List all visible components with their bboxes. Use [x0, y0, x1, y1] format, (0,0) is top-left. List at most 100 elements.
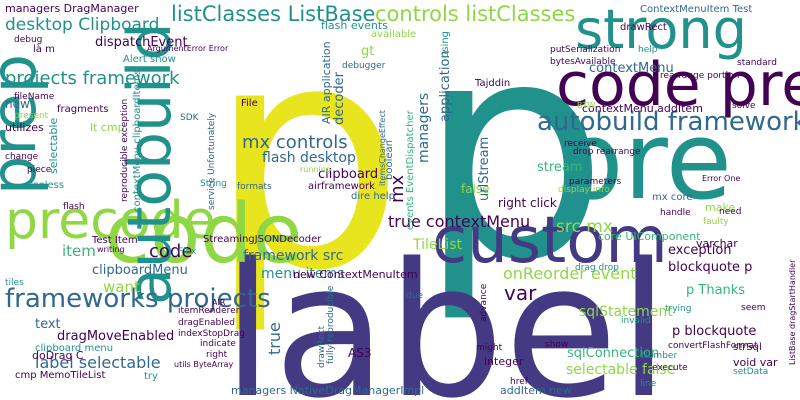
- word-itemrenderer: itemRenderer: [178, 306, 240, 316]
- word-label: label: [222, 223, 669, 400]
- word-controls-listclasses: controls listClasses: [375, 2, 575, 26]
- word-standard: standard: [737, 58, 777, 68]
- word-debug: debug: [14, 35, 42, 45]
- word-listclasses-listbase: listClasses ListBase: [171, 2, 375, 26]
- word-reproducible-exception: reproducible exception: [120, 99, 130, 202]
- word-exception: exception: [668, 243, 732, 258]
- word-mx-controls: mx controls: [242, 132, 348, 153]
- word-gt: gt: [361, 44, 374, 59]
- word-try: try: [144, 371, 158, 382]
- word-desktop-clipboard: desktop Clipboard: [5, 15, 159, 35]
- word-dodrag-c: doDrag C: [32, 349, 84, 362]
- word-utils-bytearray: utils ByteArray: [174, 360, 233, 369]
- word-parameters: parameters: [569, 177, 622, 187]
- word-sqlstatement: sqlStatement: [579, 304, 673, 320]
- word-clipboardmenu: clipboardMenu: [92, 263, 188, 278]
- word-invalid: invalid: [621, 316, 651, 326]
- word-p-thanks: p Thanks: [686, 283, 745, 298]
- word-fragments: fragments: [57, 104, 108, 115]
- word-stream: stream: [537, 160, 583, 175]
- word-code: code: [105, 187, 303, 282]
- word-btw: BTW: [577, 101, 595, 110]
- word-flex: Flex: [178, 247, 197, 257]
- word-dragmoveenabled: dragMoveEnabled: [57, 329, 174, 344]
- word-strong: strong: [575, 0, 747, 61]
- word-argumenterror-error: ArgumentError Error: [147, 44, 229, 53]
- word-as3: AS3: [348, 346, 371, 360]
- word-piece: piece: [27, 165, 52, 175]
- word-src-mx: src mx: [556, 217, 613, 237]
- word-airframework: airframework: [308, 181, 375, 192]
- word-right-click: right click: [498, 196, 557, 210]
- word-contextmenu: contextMenu: [589, 61, 674, 76]
- word-receive: receive: [564, 139, 597, 149]
- word-indexstopdrag: indexStopDrag: [178, 329, 245, 339]
- word-var: var: [504, 281, 537, 305]
- word-flash: flash: [63, 202, 85, 212]
- word-managers-dragmanager: managers DragManager: [5, 2, 139, 15]
- word-debugger: debugger: [342, 61, 386, 71]
- word-la-m: là m: [33, 43, 55, 55]
- word-alert-show: Alert show: [123, 54, 176, 65]
- word-flash-desktop: flash desktop: [262, 150, 356, 166]
- word-p-big: p: [208, 0, 405, 339]
- word-faulty: faulty: [703, 217, 729, 227]
- word-clipboard-menu: clipboard menu: [35, 343, 113, 354]
- word-useless: useless: [27, 180, 64, 191]
- word-contextmenuitem-test: ContextMenuItem Test: [640, 4, 752, 15]
- word-service-unfortunately: service Unfortunately: [207, 112, 217, 210]
- word-sqlconnection: sqlConnection: [567, 346, 659, 361]
- word-listbase-dragstarthandler: ListBase dragStartHandler: [788, 259, 797, 365]
- word-frameworks-projects: frameworks projects: [5, 284, 271, 314]
- word-itemschangeeffect: itemsChangeEffect: [378, 110, 387, 186]
- word-execute: execute: [652, 363, 688, 373]
- word-dire-help: dire help: [351, 191, 395, 202]
- word-drawrect: drawRect: [620, 22, 667, 33]
- word-bytesavailable: bytesAvailable: [550, 57, 616, 67]
- word-setdata: setData: [733, 367, 768, 377]
- word-fully-reproducible: fully reproducible: [326, 285, 336, 364]
- word-display-info: display info: [558, 185, 610, 195]
- word-blockquote-p: blockquote p: [668, 260, 752, 275]
- word-present: present: [14, 111, 49, 121]
- word-code-pre: code pre: [556, 50, 800, 120]
- word-managers: managers: [416, 93, 432, 163]
- word-p-blockquote: p blockquote: [672, 324, 756, 339]
- word-autobuild-frameworks: autobuild frameworks: [537, 107, 800, 137]
- word-menu-items: menu items: [261, 266, 344, 282]
- word-filename: fileName: [14, 92, 55, 102]
- word-varchar: varchar: [696, 237, 738, 250]
- word-autobuild: autobuild: [115, 22, 185, 305]
- word-mx-core: mx core: [652, 192, 693, 203]
- word-pre: pre: [555, 99, 732, 224]
- word-events-eventdispatcher: events EventDispatcher: [405, 109, 416, 230]
- word-selectable-false: selectable false: [566, 362, 675, 378]
- word-context-menu-clipboarditems: contextMenu clipboardItems: [132, 69, 143, 212]
- word-seem: seem: [741, 303, 766, 313]
- word-need: need: [719, 207, 742, 217]
- word-error-one: Error One: [702, 174, 740, 183]
- word-strsql: strSql: [733, 342, 762, 353]
- word-show: show: [545, 340, 568, 350]
- word-air: AIR: [212, 298, 226, 307]
- word-trying: trying: [665, 304, 691, 314]
- word-label-selectable: label selectable: [35, 353, 161, 372]
- word-right: right: [206, 350, 228, 360]
- word-false: false: [461, 182, 490, 196]
- word-projects-framework: projects framework: [5, 68, 180, 89]
- word-advance: advance: [479, 283, 489, 322]
- word-drawrect-small: drawRect: [317, 325, 327, 368]
- word-running: running: [300, 165, 331, 174]
- word-boolean: boolean: [384, 140, 395, 180]
- word-p-right: p: [418, 0, 608, 326]
- word-tilelist: TileList: [412, 237, 462, 253]
- word-help: help: [638, 45, 658, 55]
- word-utilizes: utilizes: [5, 121, 44, 134]
- word-void-var: void var: [733, 356, 778, 369]
- word-test-item: Test Item: [91, 235, 138, 246]
- word-managers-nativedragmanagerimpl: managers NativeDragManagerImpl: [231, 384, 424, 397]
- word-due: due: [406, 291, 423, 301]
- word-decoder: decoder: [332, 71, 347, 125]
